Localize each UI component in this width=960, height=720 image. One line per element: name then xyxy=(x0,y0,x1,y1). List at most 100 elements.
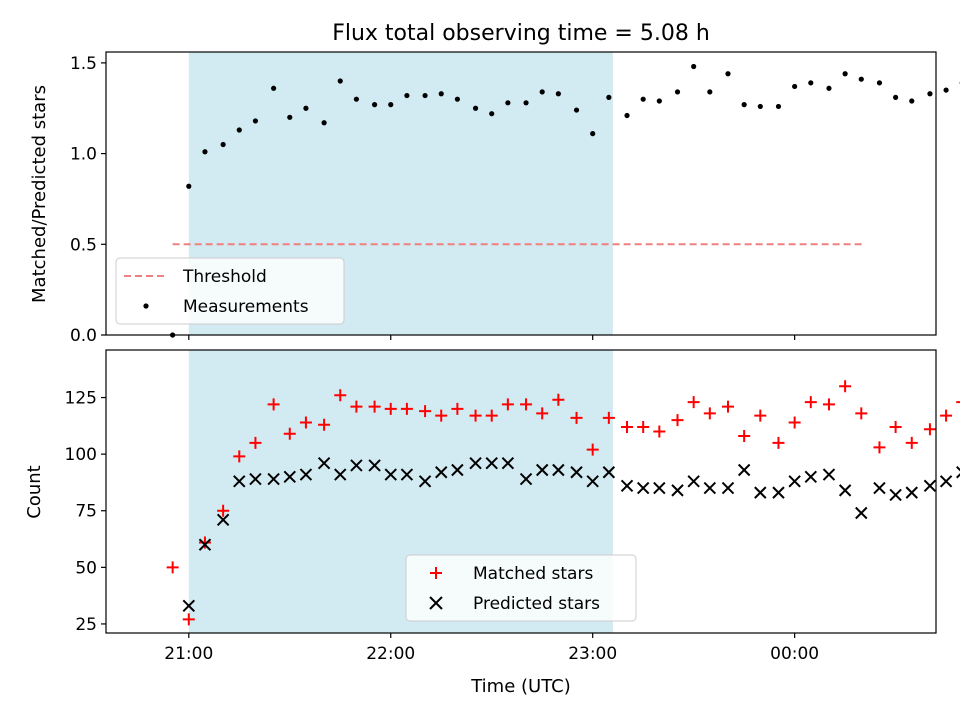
predicted-star-point xyxy=(586,475,599,488)
matched-star-point xyxy=(166,561,179,574)
figure-title: Flux total observing time = 5.08 h xyxy=(332,21,710,46)
predicted-star-point xyxy=(754,486,767,499)
matched-star-point xyxy=(198,536,211,549)
predicted-star-point xyxy=(939,475,953,488)
measurement-point xyxy=(539,89,545,95)
predicted-star-point xyxy=(451,463,464,477)
ratio-y-tick-label: 1.5 xyxy=(70,54,97,74)
measurement-point xyxy=(438,91,444,97)
matched-star-point xyxy=(621,420,634,433)
measurement-point xyxy=(202,149,208,155)
predicted-star-point xyxy=(198,538,212,551)
predicted-star-point xyxy=(703,481,717,495)
matched-star-point xyxy=(602,411,615,424)
predicted-star-point xyxy=(772,486,785,499)
predicted-legend-label: Predicted stars xyxy=(473,594,600,614)
measurement-point xyxy=(321,120,327,126)
measurement-points xyxy=(170,63,960,338)
measurement-point xyxy=(606,94,612,100)
matched-star-point xyxy=(384,402,397,415)
predicted-star-point xyxy=(570,466,583,479)
measurement-point xyxy=(707,89,713,95)
measurement-point xyxy=(725,71,731,77)
measurement-point xyxy=(909,98,915,104)
matched-star-point xyxy=(520,398,533,411)
predicted-star-point xyxy=(602,466,616,479)
matched-star-point xyxy=(905,436,918,449)
ratio-y-axis-label: Matched/Predicted stars xyxy=(29,85,50,303)
measurement-point xyxy=(927,91,933,97)
measurement-point xyxy=(674,89,681,95)
predicted-star-point xyxy=(788,475,801,488)
measurements-legend-label: Measurements xyxy=(183,297,309,317)
measurement-point xyxy=(236,127,242,133)
predicted-star-point xyxy=(804,470,818,483)
predicted-star-point xyxy=(873,481,886,495)
predicted-star-point xyxy=(519,472,533,486)
matched-star-point xyxy=(435,409,448,422)
matched-star-point xyxy=(873,441,886,454)
matched-star-point xyxy=(419,405,432,418)
matched-star-point xyxy=(839,380,852,393)
matched-star-point xyxy=(687,396,700,409)
measurement-point xyxy=(404,92,410,99)
predicted-star-point xyxy=(384,468,397,481)
measurement-point xyxy=(505,100,511,106)
measurement-point xyxy=(858,76,864,82)
measurement-point xyxy=(186,183,192,189)
predicted-star-point xyxy=(334,468,347,481)
threshold-legend-label: Threshold xyxy=(182,267,267,287)
predicted-star-point xyxy=(838,484,852,497)
matched-star-point xyxy=(855,407,868,420)
matched-star-point xyxy=(299,416,312,429)
matched-star-point xyxy=(501,398,514,411)
predicted-star-point xyxy=(435,466,448,479)
measurements-legend-swatch xyxy=(143,303,149,309)
matched-star-point xyxy=(233,450,246,463)
matched-star-point xyxy=(182,613,195,626)
matched-star-point xyxy=(485,409,498,422)
ratio-panel: 0.0 0.5 1.0 1.5 Matched/Predicted stars Thr… xyxy=(29,51,960,346)
measurement-point xyxy=(252,118,259,124)
matched-star-point xyxy=(217,504,230,517)
measurement-point xyxy=(220,141,226,148)
predicted-star-point xyxy=(855,506,868,520)
measurement-point xyxy=(337,78,343,84)
predicted-star-point xyxy=(501,456,515,470)
matched-star-point xyxy=(637,420,650,433)
predicted-star-point xyxy=(905,486,918,499)
measurement-point xyxy=(943,87,949,93)
measurement-point xyxy=(523,100,529,106)
predicted-star-point xyxy=(418,475,432,488)
count-y-tick-label: 100 xyxy=(65,445,97,465)
matched-star-point xyxy=(671,414,684,427)
predicted-star-point xyxy=(552,463,565,477)
measurement-point xyxy=(489,111,495,117)
matched-star-point xyxy=(334,389,347,402)
measurement-point xyxy=(590,131,596,137)
measurement-point xyxy=(555,91,561,97)
matched-star-point xyxy=(249,436,262,449)
predicted-star-point xyxy=(889,488,902,502)
predicted-star-point xyxy=(267,472,280,486)
predicted-star-point xyxy=(485,456,498,470)
predicted-star-point xyxy=(368,459,381,472)
matched-star-point xyxy=(804,396,817,409)
matched-star-point xyxy=(754,409,767,422)
predicted-star-point xyxy=(350,459,363,472)
matched-star-point xyxy=(283,427,296,440)
predicted-star-point xyxy=(636,481,650,495)
matched-legend-label: Matched stars xyxy=(473,564,593,584)
x-tick-label: 00:00 xyxy=(770,644,819,664)
ratio-y-tick-label: 0.0 xyxy=(70,326,97,346)
predicted-star-point xyxy=(671,484,684,497)
predicted-star-point xyxy=(299,468,313,481)
predicted-star-point xyxy=(956,466,960,479)
matched-star-point xyxy=(451,402,464,415)
matched-star-point xyxy=(923,423,936,436)
measurement-point xyxy=(826,85,832,91)
count-y-ticks: 25 50 75 100 125 xyxy=(65,389,106,635)
measurement-point xyxy=(757,103,763,110)
